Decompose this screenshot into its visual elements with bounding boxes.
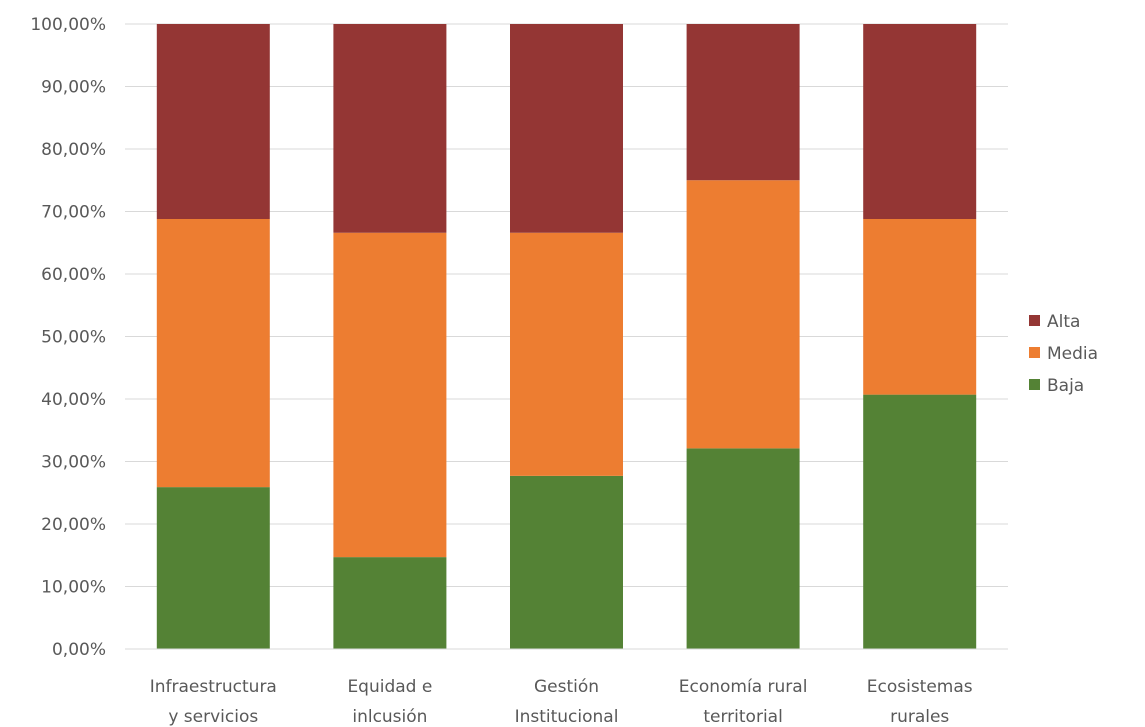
x-category-label: inlcusión bbox=[352, 707, 427, 727]
legend-swatch-media bbox=[1029, 347, 1040, 358]
y-tick-label: 90,00% bbox=[41, 78, 106, 98]
x-category-label: Infraestructura bbox=[150, 677, 277, 697]
y-tick-label: 0,00% bbox=[52, 640, 106, 660]
x-category-label: Institucional bbox=[515, 707, 619, 727]
x-category-label: Ecosistemas bbox=[867, 677, 973, 697]
bar-baja bbox=[863, 394, 977, 649]
bar-media bbox=[686, 180, 800, 449]
bar-alta bbox=[156, 24, 270, 219]
bar-alta bbox=[333, 24, 447, 233]
y-tick-label: 70,00% bbox=[41, 203, 106, 223]
y-tick-label: 30,00% bbox=[41, 453, 106, 473]
bar-media bbox=[510, 232, 623, 476]
bar-media bbox=[863, 219, 977, 395]
legend-label-baja: Baja bbox=[1047, 376, 1084, 396]
legend: Alta Media Baja bbox=[1029, 312, 1098, 396]
x-category-label: Economía rural bbox=[679, 677, 808, 697]
legend-swatch-alta bbox=[1029, 315, 1040, 326]
legend-label-media: Media bbox=[1047, 344, 1098, 364]
y-tick-label: 60,00% bbox=[41, 265, 106, 285]
y-tick-label: 20,00% bbox=[41, 515, 106, 535]
legend-swatch-baja bbox=[1029, 379, 1040, 390]
bar-alta bbox=[686, 24, 800, 181]
x-category-label: Gestión bbox=[534, 677, 599, 697]
y-tick-label: 80,00% bbox=[41, 140, 106, 160]
y-axis: 0,00% 10,00% 20,00% 30,00% 40,00% 50,00% 60,00… bbox=[30, 15, 106, 660]
y-tick-label: 100,00% bbox=[30, 15, 106, 35]
x-axis: Infraestructura y servicios Equidad e inlcu… bbox=[125, 648, 1008, 727]
bar-media bbox=[333, 232, 447, 558]
legend-label-alta: Alta bbox=[1047, 312, 1080, 332]
x-category-label: rurales bbox=[890, 707, 949, 727]
x-category-label: Equidad e bbox=[347, 677, 432, 697]
y-tick-label: 50,00% bbox=[41, 328, 106, 348]
bar-media bbox=[156, 219, 270, 488]
bar-baja bbox=[686, 448, 800, 649]
bar-baja bbox=[333, 557, 447, 649]
bars bbox=[156, 24, 977, 649]
bar-alta bbox=[863, 24, 977, 219]
bar-baja bbox=[156, 487, 270, 649]
x-category-label: y servicios bbox=[168, 707, 258, 727]
y-tick-label: 10,00% bbox=[41, 578, 106, 598]
bar-baja bbox=[510, 475, 623, 649]
bar-alta bbox=[510, 24, 623, 233]
y-tick-label: 40,00% bbox=[41, 390, 106, 410]
x-category-label: territorial bbox=[703, 707, 782, 727]
